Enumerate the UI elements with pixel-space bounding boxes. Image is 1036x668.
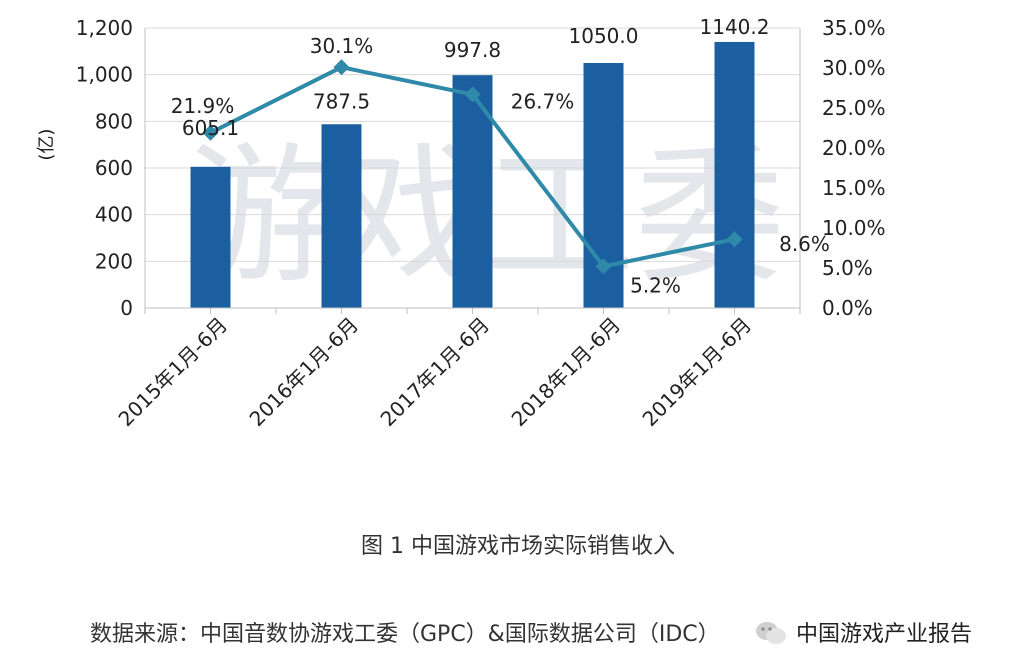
y-tick-label: 1,200	[76, 16, 133, 40]
line-value-label: 21.9%	[171, 94, 235, 118]
y-tick-label: 800	[95, 109, 133, 133]
x-tick-label: 2018年1月-6月	[507, 313, 625, 431]
y2-tick-label: 20.0%	[822, 136, 886, 160]
bar-value-label: 997.8	[444, 38, 501, 62]
wechat-icon	[756, 622, 786, 644]
line-value-label: 30.1%	[310, 34, 374, 58]
y-axis-title: (亿)	[36, 129, 57, 161]
bar	[714, 41, 755, 308]
y-tick-label: 200	[95, 249, 133, 273]
line-point	[333, 59, 350, 76]
y2-tick-label: 35.0%	[822, 16, 886, 40]
bar	[190, 166, 231, 308]
bar-value-label: 787.5	[313, 89, 370, 113]
bar-value-label: 605.1	[182, 116, 239, 140]
line-point	[202, 124, 219, 141]
y2-tick-label: 15.0%	[822, 176, 886, 200]
y2-tick-label: 10.0%	[822, 216, 886, 240]
bars-layer	[190, 41, 755, 309]
line-point	[464, 86, 481, 103]
line-point	[595, 258, 612, 275]
y-tick-label: 1,000	[76, 63, 133, 87]
x-tick-label: 2017年1月-6月	[376, 313, 494, 431]
chart: 游戏工委 02004006008001,0001,2000.0%5.0%10.0…	[36, 15, 886, 431]
bar-value-label: 1050.0	[569, 24, 639, 48]
labels-layer: 605.1 787.5 997.8 1050.0 1140.2 21.9% 30.1% 26.…	[171, 15, 830, 297]
y-tick-label: 400	[95, 203, 133, 227]
bar	[321, 124, 362, 308]
source-label: 数据来源：中国音数协游戏工委（GPC）&国际数据公司（IDC）	[90, 622, 720, 647]
line-layer	[202, 59, 743, 275]
line-value-label: 8.6%	[779, 232, 830, 256]
x-tick-label: 2015年1月-6月	[114, 313, 232, 431]
x-tick-label: 2016年1月-6月	[245, 313, 363, 431]
source-text: 数据来源：中国音数协游戏工委（GPC）&国际数据公司（IDC）	[90, 616, 720, 648]
x-tick-label: 2019年1月-6月	[638, 313, 756, 431]
overlay-account: 中国游戏产业报告	[796, 616, 973, 648]
y2-tick-label: 25.0%	[822, 96, 886, 120]
chart-caption: 图 1 中国游戏市场实际销售收入	[361, 534, 675, 559]
y-tick-label: 0	[120, 296, 133, 320]
line-value-label: 5.2%	[630, 273, 681, 297]
line-point	[726, 231, 743, 248]
line-value-label: 26.7%	[511, 89, 575, 113]
y2-tick-label: 5.0%	[822, 256, 873, 280]
y-tick-label: 600	[95, 156, 133, 180]
y2-tick-label: 30.0%	[822, 56, 886, 80]
y2-tick-label: 0.0%	[822, 296, 873, 320]
bar-value-label: 1140.2	[700, 15, 770, 39]
